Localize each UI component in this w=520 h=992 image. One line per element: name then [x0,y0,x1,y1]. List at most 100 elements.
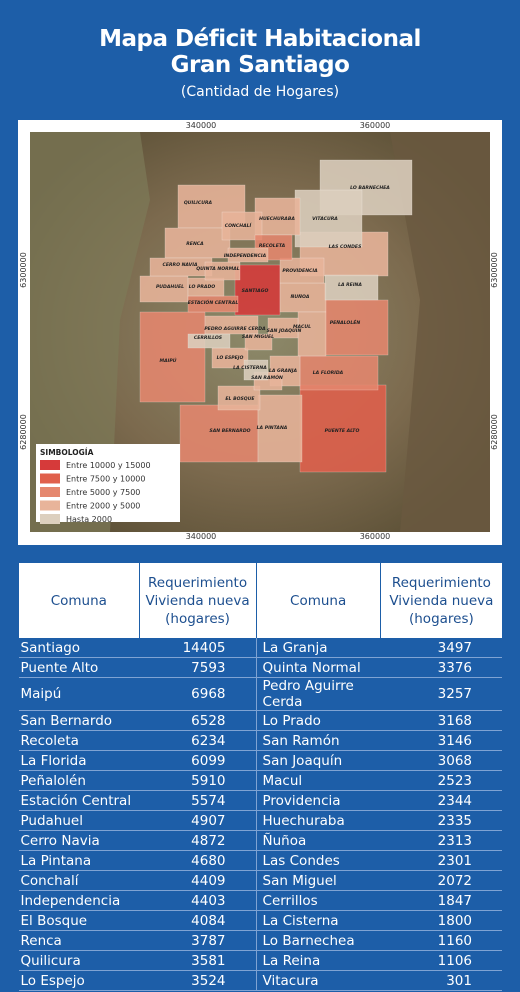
table-cell: La Florida [18,750,140,771]
comuna-label: LA CISTERNA [233,365,267,371]
table-cell: 6968 [139,677,257,711]
table-cell: 1800 [380,910,502,931]
comuna-label: SAN MIGUEL [242,334,274,340]
subtitle: (Cantidad de Hogares) [180,84,340,100]
comuna-label: QUILICURA [184,200,213,206]
table-header: Requerimiento Vivienda nueva (hogares) [379,563,502,638]
table-cell: Cerrillos [255,890,381,911]
table-cell: Maipú [18,677,140,711]
table-row: San Bernardo 6528 Lo Prado 3168 [18,710,502,731]
header-line: Comuna [50,592,107,609]
comuna-label: QUINTA NORMAL [196,266,240,272]
comuna-label: PUDAHUEL [156,284,184,290]
table-cell: Conchalí [18,870,140,891]
coord-label: 340000 [186,121,217,130]
table-cell: 3524 [139,970,257,991]
table-cell: 6234 [139,730,257,751]
comuna-area [243,359,269,381]
table-row: Renca 3787 Lo Barnechea 1160 [18,930,502,951]
table-row: Conchalí 4409 San Miguel 2072 [18,870,502,891]
legend-swatch [40,460,60,470]
table-cell: Recoleta [18,730,140,751]
comuna-label: CERRO NAVIA [163,262,198,268]
comuna-label: PEDRO AGUIRRE CERDA [204,326,266,332]
comuna-label: LA GRANJA [269,368,297,374]
table-cell: 4680 [139,850,257,871]
table-row: Recoleta 6234 San Ramón 3146 [18,730,502,751]
legend-label: Entre 2000 y 5000 [66,502,140,511]
table-cell: 4907 [139,810,257,831]
legend-swatch [40,487,60,497]
comuna-area [294,189,363,248]
table-cell: Pedro Aguirre Cerda [255,677,381,711]
comuna-label: CONCHALÍ [225,222,253,229]
table-row: Cerro Navia 4872 Ñuñoa 2313 [18,830,502,851]
table-cell: 2344 [380,790,502,811]
table-cell: San Miguel [255,870,381,891]
comuna-label: LA REINA [338,282,362,288]
table-cell: 3257 [380,677,502,711]
table-cell: La Reina [255,950,381,971]
table-cell: 3497 [380,638,502,658]
legend-title: SIMBOLOGÍA [40,448,94,457]
comuna-label: ESTACIÓN CENTRAL [188,299,239,306]
comuna-label: LA FLORIDA [313,370,344,376]
table-cell: 3168 [380,710,502,731]
comuna-area [267,317,299,339]
comuna-area [234,264,281,316]
table-row: Lo Espejo 3524 Vitacura 301 [18,970,502,991]
terrain [30,132,150,532]
table-cell: Lo Prado [255,710,381,731]
table-cell: Macul [255,770,381,791]
table-cell: Estación Central [18,790,140,811]
table-row: La Florida 6099 San Joaquín 3068 [18,750,502,771]
comuna-label: PROVIDENCIA [282,268,318,274]
table-cell: 2313 [380,830,502,851]
title-line: Mapa Déficit Habitacional [99,26,421,52]
table-row: Quilicura 3581 La Reina 1106 [18,950,502,971]
comuna-area [299,355,379,391]
table-cell: Las Condes [255,850,381,871]
table-header: Comuna [18,563,140,638]
comuna-area [297,311,327,357]
table-cell: 3787 [139,930,257,951]
table-cell: Renca [18,930,140,951]
comuna-label: MACUL [293,324,311,330]
table-row: La Pintana 4680 Las Condes 2301 [18,850,502,871]
table-cell: Huechuraba [255,810,381,831]
table-row: El Bosque 4084 La Cisterna 1800 [18,910,502,931]
comuna-area [187,333,231,349]
coord-label: 340000 [186,532,217,541]
comuna-label: SAN RAMÓN [251,374,283,381]
table-row: Peñalolén 5910 Macul 2523 [18,770,502,791]
comuna-label: PUENTE ALTO [325,428,360,434]
comuna-label: SAN JOAQUIN [267,328,302,334]
comuna-label: HUECHURABA [259,216,295,222]
coord-label: 6280000 [19,414,28,450]
table-cell: 5574 [139,790,257,811]
comuna-label: RENCA [186,241,204,247]
comuna-area [204,261,241,281]
table-cell: 4084 [139,910,257,931]
table-row: Estación Central 5574 Providencia 2344 [18,790,502,811]
table-cell: Independencia [18,890,140,911]
table-cell: 4872 [139,830,257,851]
table-row: Independencia 4403 Cerrillos 1847 [18,890,502,911]
header-line: Vivienda nueva [145,592,250,609]
coord-label: 6280000 [490,414,499,450]
table: Comuna Requerimiento Vivienda nueva (hogare… [18,563,502,991]
table-cell: 4403 [139,890,257,911]
comuna-area [324,299,389,356]
comuna-area [164,227,231,259]
table-cell: La Granja [255,638,381,658]
terrain [390,132,490,532]
table-cell: Santiago [18,638,140,658]
table-cell: 2335 [380,810,502,831]
table-cell: 6099 [139,750,257,771]
comuna-area [254,197,301,236]
coord-label: 360000 [360,121,391,130]
comuna-label: INDEPENDENCIA [224,253,267,259]
comuna-label: ÑUÑOA [291,293,310,300]
coord-label: 6300000 [490,252,499,288]
